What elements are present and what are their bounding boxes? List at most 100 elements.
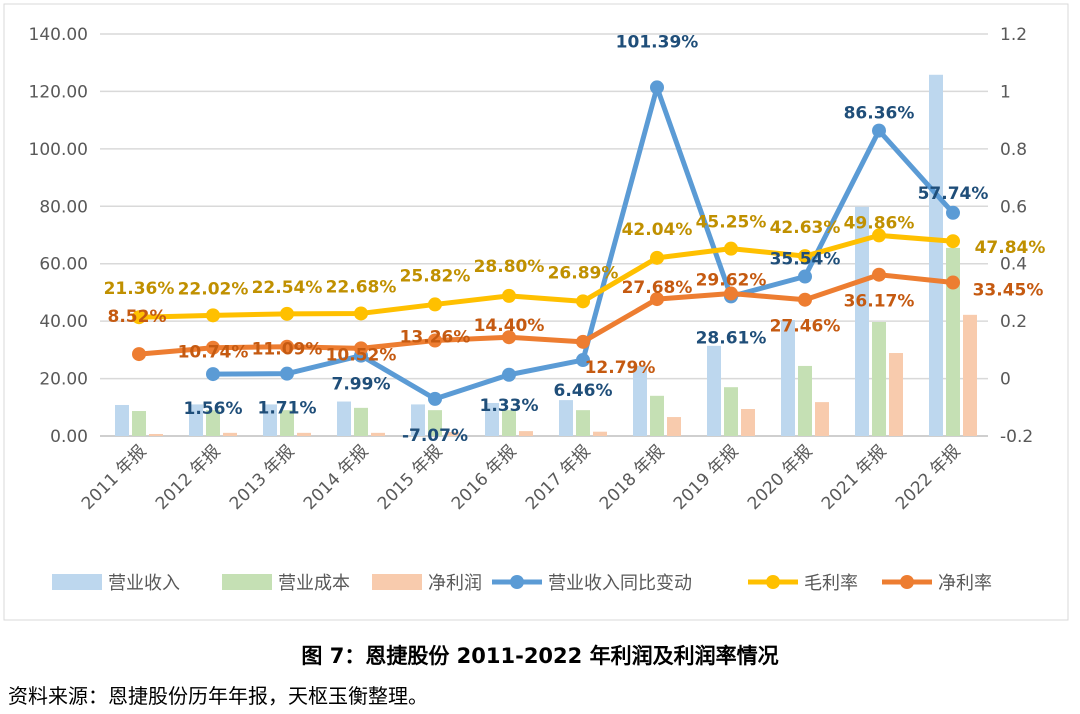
bar-2 <box>815 402 829 436</box>
x-tick-label: 2013 年报 <box>226 441 299 514</box>
left-tick-label: 140.00 <box>29 25 88 45</box>
line-marker-1 <box>280 306 294 321</box>
legend-label: 营业收入 <box>108 573 180 594</box>
data-label-0: 1.71% <box>258 399 317 419</box>
bar-2 <box>297 432 311 436</box>
right-tick-label: 0.6 <box>1000 197 1027 217</box>
data-label-1: 47.84% <box>975 238 1046 258</box>
left-tick-label: 40.00 <box>39 312 88 332</box>
figure-caption: 图 7：恩捷股份 2011-2022 年利润及利润率情况 <box>301 644 779 668</box>
data-label-2: 10.74% <box>178 343 249 363</box>
data-label-2: 33.45% <box>973 281 1044 301</box>
data-label-1: 26.89% <box>548 263 619 283</box>
line-marker-2 <box>576 334 590 349</box>
bar-1 <box>650 395 664 436</box>
bar-0 <box>115 404 129 436</box>
x-tick-label: 2022 年报 <box>892 441 965 514</box>
legend-swatch <box>222 574 272 590</box>
x-tick-label: 2015 年报 <box>374 441 447 514</box>
right-tick-label: 0 <box>1000 370 1011 390</box>
bar-0 <box>929 74 943 436</box>
bar-1 <box>576 410 590 436</box>
line-marker-0 <box>206 367 220 382</box>
line-2 <box>138 272 954 357</box>
legend-label: 营业成本 <box>278 573 350 594</box>
bar-0 <box>485 402 499 436</box>
data-label-2: 14.40% <box>474 316 545 336</box>
bar-1 <box>132 411 146 436</box>
x-tick-label: 2021 年报 <box>818 441 891 514</box>
bar-2 <box>149 433 163 436</box>
data-label-1: 45.25% <box>696 213 767 233</box>
data-label-1: 22.68% <box>326 277 397 297</box>
data-label-2: 36.17% <box>844 292 915 312</box>
bar-0 <box>781 319 795 436</box>
line-marker-0 <box>946 205 960 220</box>
line-marker-1 <box>206 308 220 323</box>
legend-swatch <box>52 574 102 590</box>
legend-label: 营业收入同比变动 <box>548 573 692 594</box>
line-marker-1 <box>798 249 812 264</box>
line-marker-2 <box>132 347 146 362</box>
data-label-1: 25.82% <box>400 266 471 286</box>
bar-2 <box>667 417 681 436</box>
line-marker-2 <box>946 275 960 290</box>
line-marker-1 <box>576 294 590 309</box>
data-label-0: 1.56% <box>184 399 243 419</box>
right-tick-label: 0.2 <box>1000 312 1027 332</box>
left-tick-label: 100.00 <box>29 140 88 160</box>
right-tick-label: -0.2 <box>1000 427 1033 447</box>
data-label-0: 6.46% <box>554 381 613 401</box>
legend-label: 净利率 <box>938 573 992 594</box>
line-marker-1 <box>502 288 516 303</box>
x-tick-label: 2012 年报 <box>152 441 225 514</box>
legend-swatch <box>372 574 422 590</box>
right-tick-label: 1 <box>1000 82 1011 102</box>
x-tick-label: 2017 年报 <box>522 441 595 514</box>
line-marker-2 <box>872 267 886 282</box>
bar-0 <box>337 401 351 436</box>
data-label-0: 57.74% <box>918 184 989 204</box>
bar-1 <box>354 407 368 436</box>
chart-frame <box>3 3 1069 621</box>
left-tick-label: 20.00 <box>39 370 88 390</box>
bar-0 <box>855 206 869 436</box>
x-tick-label: 2011 年报 <box>78 441 151 514</box>
legend-marker <box>900 575 914 589</box>
data-label-2: 8.52% <box>108 307 167 327</box>
data-label-2: 27.68% <box>622 278 693 298</box>
line-marker-2 <box>428 333 442 348</box>
line-marker-1 <box>724 241 738 256</box>
bar-2 <box>445 431 459 436</box>
line-marker-1 <box>650 250 664 265</box>
line-marker-0 <box>650 80 664 95</box>
data-label-0: 101.39% <box>616 32 699 52</box>
bar-0 <box>559 400 573 436</box>
line-marker-0 <box>428 391 442 406</box>
data-label-2: 10.52% <box>326 345 397 365</box>
bar-2 <box>889 353 903 436</box>
line-0 <box>212 84 955 402</box>
x-tick-label: 2019 年报 <box>670 441 743 514</box>
bar-0 <box>707 345 721 436</box>
bar-1 <box>206 410 220 436</box>
legend-label: 毛利率 <box>804 573 858 594</box>
bar-2 <box>371 432 385 436</box>
bar-1 <box>502 410 516 436</box>
data-label-2: 27.46% <box>770 317 841 337</box>
data-label-1: 28.80% <box>474 257 545 277</box>
bar-1 <box>798 365 812 436</box>
right-tick-label: 0.8 <box>1000 140 1027 160</box>
left-tick-label: 0.00 <box>50 427 88 447</box>
x-tick-label: 2018 年报 <box>596 441 669 514</box>
line-marker-2 <box>206 340 220 355</box>
data-label-1: 22.54% <box>252 278 323 298</box>
right-tick-label: 0.4 <box>1000 255 1027 275</box>
left-tick-label: 120.00 <box>29 82 88 102</box>
data-label-0: 7.99% <box>332 375 391 395</box>
line-marker-0 <box>872 123 886 138</box>
line-marker-2 <box>280 339 294 354</box>
line-marker-1 <box>428 297 442 312</box>
bar-1 <box>280 410 294 436</box>
